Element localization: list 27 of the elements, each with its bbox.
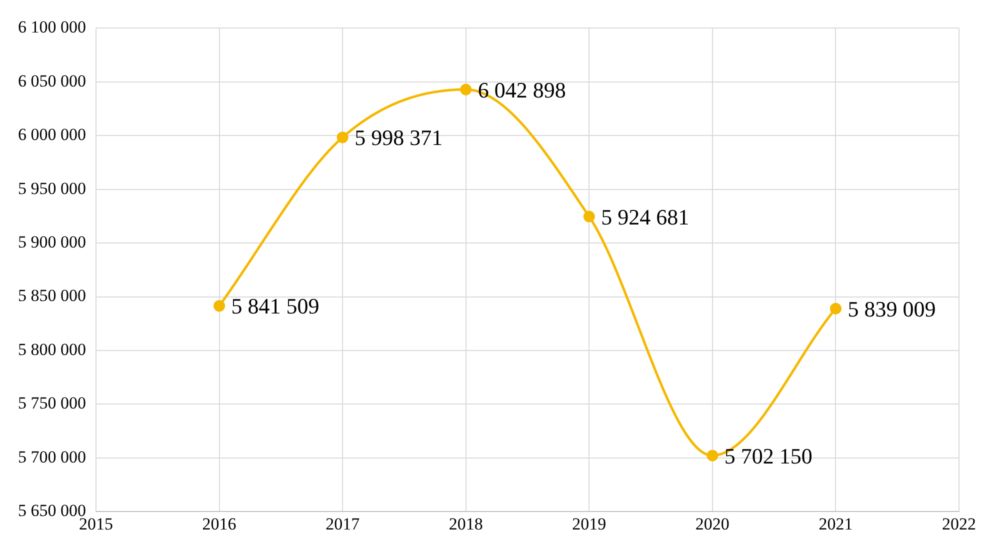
y-tick-label: 5 950 000 — [18, 178, 86, 198]
y-tick-label: 6 050 000 — [18, 71, 86, 90]
point — [214, 300, 226, 312]
x-tick-label: 2016 — [202, 514, 236, 534]
point — [706, 450, 718, 462]
y-tick-label: 6 100 000 — [18, 18, 86, 37]
data-label: 5 841 509 — [231, 294, 320, 319]
data-label: 5 924 681 — [601, 204, 690, 230]
x-tick-label: 2020 — [695, 514, 730, 534]
point — [336, 132, 348, 144]
y-tick-label: 6 000 000 — [18, 125, 86, 144]
y-tick-label: 5 750 000 — [18, 394, 86, 413]
data-label: 5 998 371 — [354, 125, 443, 150]
x-tick-label: 2019 — [572, 514, 606, 534]
point — [830, 302, 842, 314]
data-label: 5 839 009 — [848, 296, 936, 322]
y-tick-label: 5 900 000 — [18, 232, 86, 252]
y-tick-label: 5 850 000 — [18, 286, 86, 306]
y-tick-label: 5 800 000 — [18, 340, 86, 359]
y-tick-label: 5 700 000 — [18, 447, 86, 466]
point — [583, 210, 595, 222]
x-tick-label: 2018 — [448, 514, 483, 534]
data-label: 5 702 150 — [724, 443, 812, 468]
x-tick-label: 2021 — [818, 514, 853, 534]
x-tick-label: 2017 — [326, 514, 360, 534]
x-tick-label: 2022 — [942, 514, 976, 534]
point — [460, 84, 472, 96]
